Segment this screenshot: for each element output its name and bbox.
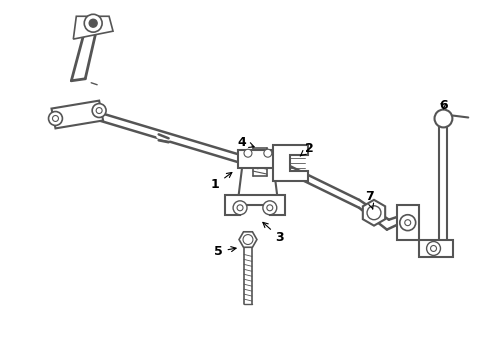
Polygon shape: [239, 232, 257, 247]
Circle shape: [267, 205, 273, 211]
Text: 4: 4: [238, 136, 254, 149]
Polygon shape: [74, 16, 113, 39]
Circle shape: [405, 220, 411, 226]
Text: 7: 7: [365, 190, 373, 209]
Text: 5: 5: [214, 245, 236, 258]
Text: 3: 3: [263, 222, 284, 244]
Text: 2: 2: [300, 142, 314, 156]
Circle shape: [263, 201, 277, 215]
Text: 6: 6: [439, 99, 448, 112]
Circle shape: [435, 109, 452, 127]
Circle shape: [244, 149, 252, 157]
Circle shape: [237, 205, 243, 211]
Circle shape: [92, 104, 106, 117]
Polygon shape: [363, 200, 385, 226]
Polygon shape: [418, 239, 453, 257]
Circle shape: [52, 116, 58, 121]
Circle shape: [49, 112, 62, 125]
Circle shape: [96, 108, 102, 113]
Circle shape: [243, 235, 253, 244]
Circle shape: [264, 149, 272, 157]
Text: 1: 1: [211, 172, 232, 192]
Polygon shape: [225, 195, 285, 215]
Circle shape: [400, 215, 416, 231]
Polygon shape: [51, 100, 103, 129]
Polygon shape: [397, 205, 418, 239]
Polygon shape: [238, 150, 278, 168]
Circle shape: [431, 246, 437, 251]
Circle shape: [367, 206, 381, 220]
Circle shape: [89, 19, 97, 27]
Circle shape: [233, 201, 247, 215]
Circle shape: [84, 14, 102, 32]
Circle shape: [427, 242, 441, 255]
Polygon shape: [273, 145, 308, 181]
